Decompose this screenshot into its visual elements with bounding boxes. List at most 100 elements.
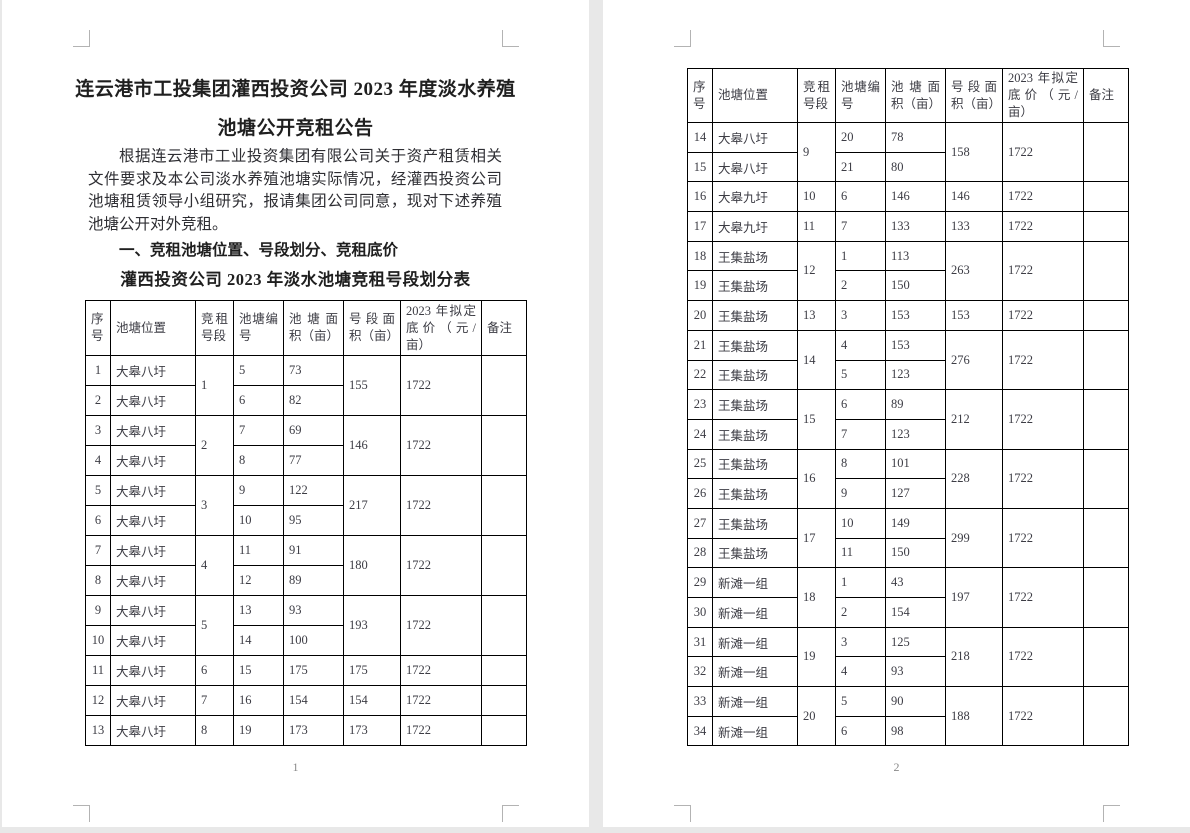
cell-pond-area: 123: [885, 359, 946, 391]
cell-pond-area: 154: [885, 597, 946, 628]
cell-pond-area: 146: [885, 181, 946, 213]
cell-pond-no: 20: [835, 122, 886, 153]
cell-pond-area: 93: [885, 656, 946, 688]
text-boundary-mark: [674, 805, 691, 822]
cell-price: 1722: [1002, 121, 1084, 183]
cell-remark: [1083, 507, 1129, 569]
cell-location: 新滩一组: [712, 715, 798, 747]
cell-pond-no: 9: [233, 475, 284, 506]
cell-pond-area: 100: [283, 625, 344, 656]
cell-location: 新滩一组: [712, 686, 798, 717]
cell-remark: [1083, 121, 1129, 183]
cell-price: 1722: [400, 535, 482, 596]
column-header: 号段面积（亩）: [945, 68, 1003, 123]
cell-pond-no: 10: [835, 507, 886, 539]
cell-serial: 9: [85, 595, 111, 626]
cell-price: 1722: [1002, 389, 1084, 450]
cell-remark: [1083, 240, 1129, 302]
table-row: 29 新滩一组 18 1 43 197 1722: [687, 567, 1129, 628]
cell-pond-area: 101: [885, 448, 946, 480]
cell-location: 新滩一组: [712, 567, 798, 598]
cell-segment-area: 158: [945, 121, 1003, 183]
cell-segment-area: 228: [945, 448, 1003, 509]
column-header: 池塘面积（亩）: [283, 300, 344, 356]
table-title: 灌西投资公司 2023 年淡水池塘竞租号段划分表: [120, 270, 471, 289]
table-row: 27 王集盐场 17 10 149 299 1722: [687, 507, 1129, 569]
cell-segment: 15: [797, 389, 836, 450]
cell-serial: 32: [687, 656, 713, 688]
cell-location: 大皋八圩: [110, 715, 196, 746]
cell-pond-no: 7: [835, 418, 886, 450]
cell-pond-area: 125: [885, 626, 946, 658]
table-row: 23 王集盐场 15 6 89 212 1722: [687, 389, 1129, 450]
document-page-2: 序号 池塘位置 竞租号段 池塘编号 池塘面积（亩） 号段面积（亩） 2023 年拟定底价（元…: [603, 0, 1190, 827]
cell-pond-area: 77: [283, 445, 344, 476]
cell-pond-no: 19: [233, 715, 284, 746]
cell-pond-area: 78: [885, 122, 946, 153]
cell-remark: [1083, 567, 1129, 628]
cell-serial: 30: [687, 597, 713, 628]
cell-remark: [1083, 181, 1129, 213]
cell-pond-no: 7: [835, 211, 886, 242]
cell-pond-area: 150: [885, 270, 946, 302]
cell-pond-no: 3: [835, 626, 886, 658]
table-row: 5 大皋八圩 3 9 122 217 1722: [85, 475, 527, 536]
cell-pond-area: 113: [885, 240, 946, 272]
cell-serial: 12: [85, 685, 111, 716]
document-title-line1: 连云港市工投集团灌西投资公司 2023 年度淡水养殖: [75, 79, 516, 100]
cell-pond-no: 6: [835, 389, 886, 420]
table-row: 7 大皋八圩 4 11 91 180 1722: [85, 535, 527, 596]
cell-pond-area: 93: [283, 595, 344, 626]
table-row: 2 大皋八圩 6 82: [85, 385, 527, 416]
cell-serial: 28: [687, 537, 713, 569]
cell-serial: 16: [687, 181, 713, 213]
cell-remark: [1083, 211, 1129, 242]
cell-pond-area: 150: [885, 537, 946, 569]
cell-pond-no: 9: [835, 478, 886, 509]
table-row: 34 新滩一组 6 98: [687, 715, 1129, 747]
cell-segment-area: 180: [343, 535, 401, 596]
cell-segment: 19: [797, 626, 836, 688]
text-boundary-mark: [674, 30, 691, 47]
section-heading: 一、竞租池塘位置、号段划分、竞租底价: [119, 242, 399, 259]
cell-location: 王集盐场: [712, 537, 798, 569]
cell-pond-no: 1: [835, 567, 886, 598]
column-header: 2023 年拟定底价（元/亩）: [400, 300, 482, 356]
cell-pond-no: 2: [835, 597, 886, 628]
cell-pond-area: 153: [885, 329, 946, 361]
table-row: 14 大皋八圩 9 20 78 158 1722: [687, 121, 1129, 183]
column-header: 备注: [1083, 68, 1129, 123]
cell-segment: 5: [195, 595, 234, 656]
table-row: 22 王集盐场 5 123: [687, 359, 1129, 391]
table-row: 11 大皋八圩 6 15 175 175 1722: [85, 655, 527, 686]
document-title: 连云港市工投集团灌西投资公司 2023 年度淡水养殖 池塘公开竞租公告: [42, 70, 549, 148]
table-row: 28 王集盐场 11 150: [687, 537, 1129, 569]
cell-pond-no: 6: [835, 181, 886, 213]
cell-price: 1722: [400, 715, 482, 746]
cell-pond-no: 8: [835, 448, 886, 480]
cell-remark: [481, 415, 527, 476]
cell-serial: 13: [85, 715, 111, 746]
cell-segment: 12: [797, 240, 836, 302]
cell-pond-area: 173: [283, 715, 344, 746]
cell-segment-area: 188: [945, 686, 1003, 747]
cell-remark: [1083, 329, 1129, 391]
cell-price: 1722: [1002, 211, 1084, 242]
cell-remark: [1083, 448, 1129, 509]
document-page-1: 连云港市工投集团灌西投资公司 2023 年度淡水养殖 池塘公开竞租公告 根据连云…: [2, 0, 589, 827]
cell-location: 王集盐场: [712, 329, 798, 361]
cell-segment: 3: [195, 475, 234, 536]
column-header: 竞租号段: [195, 300, 234, 356]
cell-pond-no: 10: [233, 505, 284, 536]
cell-pond-area: 43: [885, 567, 946, 598]
cell-location: 大皋八圩: [110, 415, 196, 446]
cell-price: 1722: [1002, 181, 1084, 213]
text-boundary-mark: [1103, 30, 1120, 47]
table-row: 33 新滩一组 20 5 90 188 1722: [687, 686, 1129, 747]
text-boundary-mark: [502, 805, 519, 822]
cell-segment-area: 299: [945, 507, 1003, 569]
cell-location: 大皋八圩: [110, 445, 196, 476]
cell-serial: 2: [85, 385, 111, 416]
table-header-row: 序号 池塘位置 竞租号段 池塘编号 池塘面积（亩） 号段面积（亩） 2023 年拟定底价（元…: [85, 300, 527, 356]
cell-segment-area: 217: [343, 475, 401, 536]
